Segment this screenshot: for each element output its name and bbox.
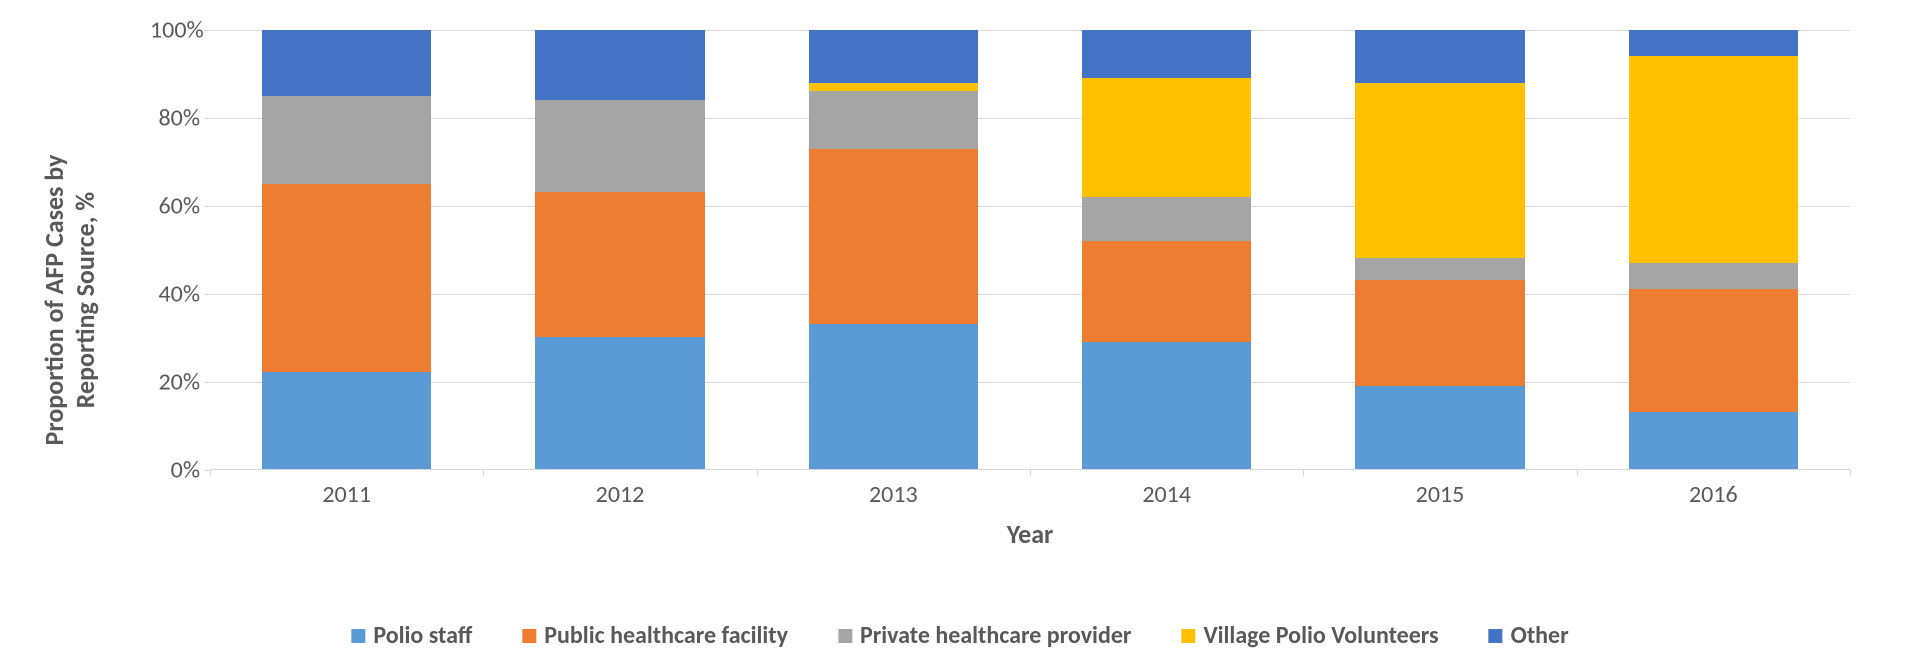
x-tick-mark [483, 470, 484, 476]
legend-label: Polio staff [373, 621, 472, 650]
segment-other [809, 30, 978, 83]
y-tick-label: 80% [150, 104, 200, 133]
bar-2014 [1082, 30, 1251, 469]
x-tick-mark [1577, 470, 1578, 476]
legend-swatch [1181, 629, 1195, 643]
x-tick-label: 2016 [1689, 480, 1738, 509]
bar-2011 [262, 30, 431, 469]
segment-village-polio-volunteers [1629, 56, 1798, 262]
segment-other [1355, 30, 1524, 83]
segment-private-healthcare-provider [535, 100, 704, 192]
legend-swatch [838, 629, 852, 643]
y-axis-title-line1: Proportion of AFP Cases by [38, 155, 70, 446]
legend: Polio staff Public healthcare facility Pri… [351, 621, 1568, 650]
bar-2015 [1355, 30, 1524, 469]
x-tick-mark [210, 470, 211, 476]
y-tick-label: 0% [150, 456, 200, 485]
segment-private-healthcare-provider [1082, 197, 1251, 241]
legend-label: Village Polio Volunteers [1203, 621, 1438, 650]
x-tick-label: 2015 [1416, 480, 1465, 509]
segment-polio-staff [809, 324, 978, 469]
y-axis-title: Proportion of AFP Cases by Reporting Sou… [39, 155, 101, 446]
x-tick-label: 2013 [869, 480, 918, 509]
y-tick-label: 20% [150, 368, 200, 397]
segment-polio-staff [262, 372, 431, 469]
bar-2012 [535, 30, 704, 469]
segment-private-healthcare-provider [1355, 258, 1524, 280]
x-tick-mark [1030, 470, 1031, 476]
chart-container: Proportion of AFP Cases by Reporting Sou… [80, 20, 1880, 580]
legend-swatch [522, 629, 536, 643]
segment-other [1082, 30, 1251, 78]
y-tick-label: 40% [150, 280, 200, 309]
x-tick-mark [1850, 470, 1851, 476]
x-tick-mark [757, 470, 758, 476]
legend-swatch [1489, 629, 1503, 643]
bar-2016 [1629, 30, 1798, 469]
y-tick-label: 60% [150, 192, 200, 221]
segment-private-healthcare-provider [1629, 263, 1798, 289]
x-tick-label: 2012 [596, 480, 645, 509]
segment-private-healthcare-provider [262, 96, 431, 184]
segment-village-polio-volunteers [809, 83, 978, 92]
segment-polio-staff [535, 337, 704, 469]
x-axis-title: Year [1007, 518, 1054, 550]
legend-item-public-healthcare-facility: Public healthcare facility [522, 621, 788, 650]
segment-polio-staff [1082, 342, 1251, 469]
x-tick-label: 2014 [1142, 480, 1191, 509]
legend-label: Public healthcare facility [544, 621, 788, 650]
segment-public-healthcare-facility [809, 149, 978, 325]
segment-other [535, 30, 704, 100]
legend-item-village-polio-volunteers: Village Polio Volunteers [1181, 621, 1438, 650]
segment-polio-staff [1629, 412, 1798, 469]
segment-public-healthcare-facility [1355, 280, 1524, 385]
segment-village-polio-volunteers [1355, 83, 1524, 259]
x-tick-mark [1303, 470, 1304, 476]
x-tick-label: 2011 [322, 480, 371, 509]
y-tick-label: 100% [150, 16, 200, 45]
segment-public-healthcare-facility [1082, 241, 1251, 342]
legend-item-private-healthcare-provider: Private healthcare provider [838, 621, 1131, 650]
legend-swatch [351, 629, 365, 643]
segment-other [1629, 30, 1798, 56]
legend-item-other: Other [1489, 621, 1569, 650]
plot-area [210, 30, 1850, 470]
legend-item-polio-staff: Polio staff [351, 621, 472, 650]
segment-village-polio-volunteers [1082, 78, 1251, 197]
bars-container [210, 30, 1850, 469]
legend-label: Other [1511, 621, 1569, 650]
legend-label: Private healthcare provider [860, 621, 1131, 650]
segment-polio-staff [1355, 386, 1524, 469]
segment-public-healthcare-facility [1629, 289, 1798, 412]
bar-2013 [809, 30, 978, 469]
segment-private-healthcare-provider [809, 91, 978, 148]
segment-public-healthcare-facility [262, 184, 431, 373]
y-axis-title-line2: Reporting Source, % [69, 192, 101, 409]
segment-other [262, 30, 431, 96]
segment-public-healthcare-facility [535, 192, 704, 337]
